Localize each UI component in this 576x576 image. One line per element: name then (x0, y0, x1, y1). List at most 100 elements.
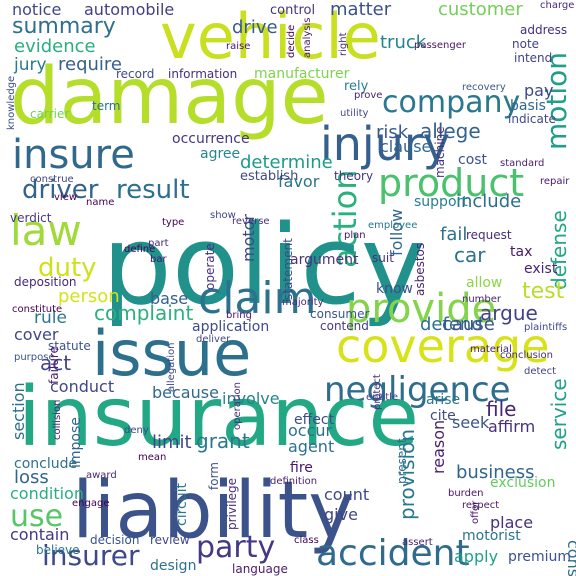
word-base: base (150, 289, 188, 308)
word-provide: provide (346, 286, 496, 332)
word-occur: occur (288, 421, 333, 440)
word-vehicle: vehicle (160, 0, 381, 73)
word-seek: seek (452, 413, 490, 432)
word-operation: operation (232, 382, 243, 430)
word-motor: motor (239, 214, 258, 262)
word-product: product (378, 161, 524, 205)
word-apply: apply (454, 547, 498, 566)
word-reverse: reverse (232, 216, 270, 227)
word-person: person (58, 286, 120, 307)
word-prove: prove (354, 90, 382, 101)
word-car: car (454, 243, 486, 267)
word-condition: condition (10, 484, 84, 503)
word-complaint: complaint (94, 301, 193, 325)
word-machine: machine (433, 126, 447, 178)
word-establish: establish (240, 169, 298, 184)
word-because: because (152, 383, 219, 402)
word-law: law (10, 206, 82, 255)
word-purpose: purpose (14, 352, 55, 363)
word-agree: agree (200, 146, 240, 162)
word-support: support (414, 194, 468, 210)
word-control: control (270, 3, 315, 18)
word-summary: summary (12, 14, 116, 39)
word-jury: jury (13, 55, 47, 75)
word-drive: drive (232, 17, 278, 38)
word-manufacturer: manufacturer (254, 66, 350, 82)
word-evidence: evidence (14, 36, 96, 57)
word-show: show (210, 210, 236, 221)
word-liability: liability (72, 466, 354, 556)
word-decide: decide (286, 25, 297, 58)
word-present: present (395, 438, 409, 484)
word-majority: majority (282, 297, 324, 308)
word-fail: fail (440, 224, 467, 245)
word-conclusion: conclusion (500, 350, 553, 361)
word-verdict: verdict (10, 211, 52, 225)
word-form: form (207, 462, 221, 490)
word-negligence: negligence (324, 370, 511, 410)
word-determine: determine (240, 152, 333, 173)
word-number: number (462, 294, 502, 305)
word-insure: insure (12, 132, 135, 178)
word-conclude: conclude (14, 456, 77, 472)
word-limit: limit (152, 432, 192, 453)
word-note: note (512, 37, 539, 51)
word-basis: basis (510, 98, 546, 114)
word-affirm: affirm (488, 417, 535, 436)
word-policy: policy (102, 201, 426, 329)
word-request: request (466, 228, 512, 242)
word-arise: arise (426, 392, 460, 408)
word-application: application (192, 319, 269, 335)
word-occurrence: occurrence (172, 131, 250, 147)
word-grant: grant (196, 429, 250, 453)
word-involve: involve (222, 389, 280, 408)
word-decision: decision (90, 533, 139, 547)
word-defense: defense (547, 210, 571, 290)
word-type: type (162, 217, 184, 228)
word-motion: motion (540, 52, 573, 150)
word-matter: matter (330, 0, 392, 20)
word-plan: plan (344, 230, 366, 241)
word-include: include (456, 191, 521, 212)
word-contend: contend (320, 319, 369, 333)
word-assert: assert (402, 537, 433, 548)
word-carrier: carrier (30, 107, 69, 121)
word-damage: damage (10, 52, 329, 142)
word-name: name (86, 197, 114, 208)
word-believe: believe (36, 543, 80, 557)
word-plaintiffs: plaintiffs (524, 322, 567, 333)
word-deliver: deliver (196, 334, 231, 345)
word-use: use (10, 499, 63, 534)
word-customer: customer (438, 0, 523, 20)
word-passenger: passenger (414, 40, 467, 51)
word-deposition: deposition (14, 275, 77, 289)
word-operate: operate (203, 243, 217, 290)
word-section: section (9, 382, 28, 440)
word-service: service (547, 378, 571, 450)
word-bar: bar (150, 254, 167, 265)
word-theory: theory (334, 169, 373, 183)
word-constitute: constitute (12, 304, 62, 315)
word-claim: claim (198, 273, 316, 324)
word-result: result (116, 175, 190, 205)
word-statute: statute (48, 339, 91, 353)
word-require: require (58, 54, 122, 75)
word-material: material (470, 344, 512, 355)
word-standard: standard (500, 158, 544, 169)
word-agent: agent (288, 437, 334, 456)
word-statement: statement (281, 238, 295, 300)
word-right: right (338, 32, 349, 56)
word-accident: accident (316, 533, 470, 574)
word-offer: offer (470, 500, 481, 524)
word-effect: effect (294, 412, 335, 428)
word-address: address (520, 23, 567, 37)
word-knowledge: knowledge (6, 76, 17, 130)
word-injury: injury (320, 117, 450, 171)
word-contain: contain (10, 525, 69, 544)
word-act: act (40, 351, 71, 375)
word-risk: risk (376, 122, 409, 143)
word-conduct: conduct (50, 377, 114, 396)
word-asbestos: asbestos (413, 243, 427, 296)
word-define: define (124, 244, 155, 255)
